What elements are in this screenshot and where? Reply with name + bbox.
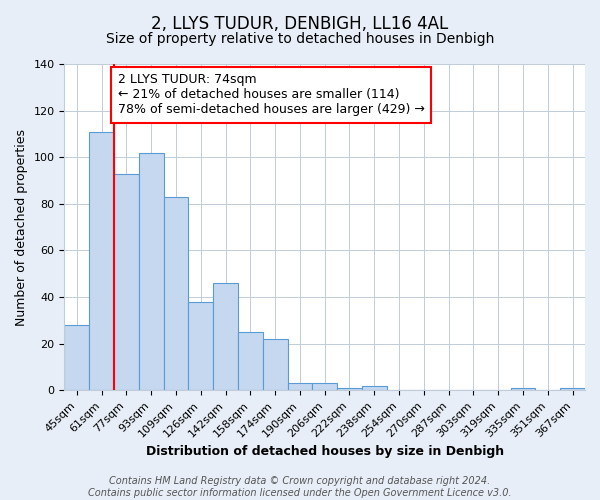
X-axis label: Distribution of detached houses by size in Denbigh: Distribution of detached houses by size …	[146, 444, 504, 458]
Bar	[89, 132, 114, 390]
Text: 2, LLYS TUDUR, DENBIGH, LL16 4AL: 2, LLYS TUDUR, DENBIGH, LL16 4AL	[151, 15, 449, 33]
Y-axis label: Number of detached properties: Number of detached properties	[15, 128, 28, 326]
Bar	[560, 388, 585, 390]
Bar	[64, 325, 89, 390]
Bar	[313, 384, 337, 390]
Bar	[139, 152, 164, 390]
Bar	[188, 302, 213, 390]
Text: Size of property relative to detached houses in Denbigh: Size of property relative to detached ho…	[106, 32, 494, 46]
Bar	[213, 283, 238, 390]
Bar	[114, 174, 139, 390]
Bar	[263, 339, 287, 390]
Bar	[362, 386, 386, 390]
Bar	[337, 388, 362, 390]
Text: Contains HM Land Registry data © Crown copyright and database right 2024.
Contai: Contains HM Land Registry data © Crown c…	[88, 476, 512, 498]
Bar	[287, 384, 313, 390]
Bar	[238, 332, 263, 390]
Bar	[511, 388, 535, 390]
Bar	[164, 197, 188, 390]
Text: 2 LLYS TUDUR: 74sqm
← 21% of detached houses are smaller (114)
78% of semi-detac: 2 LLYS TUDUR: 74sqm ← 21% of detached ho…	[118, 74, 425, 116]
